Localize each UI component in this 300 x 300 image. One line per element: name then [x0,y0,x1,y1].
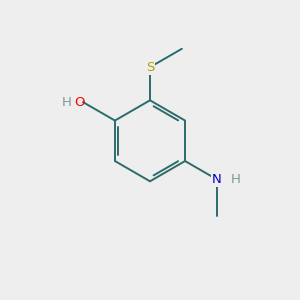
Text: S: S [146,61,154,74]
Text: O: O [74,96,85,109]
Text: H: H [230,173,240,186]
Text: H: H [62,96,72,109]
Text: N: N [212,173,222,186]
